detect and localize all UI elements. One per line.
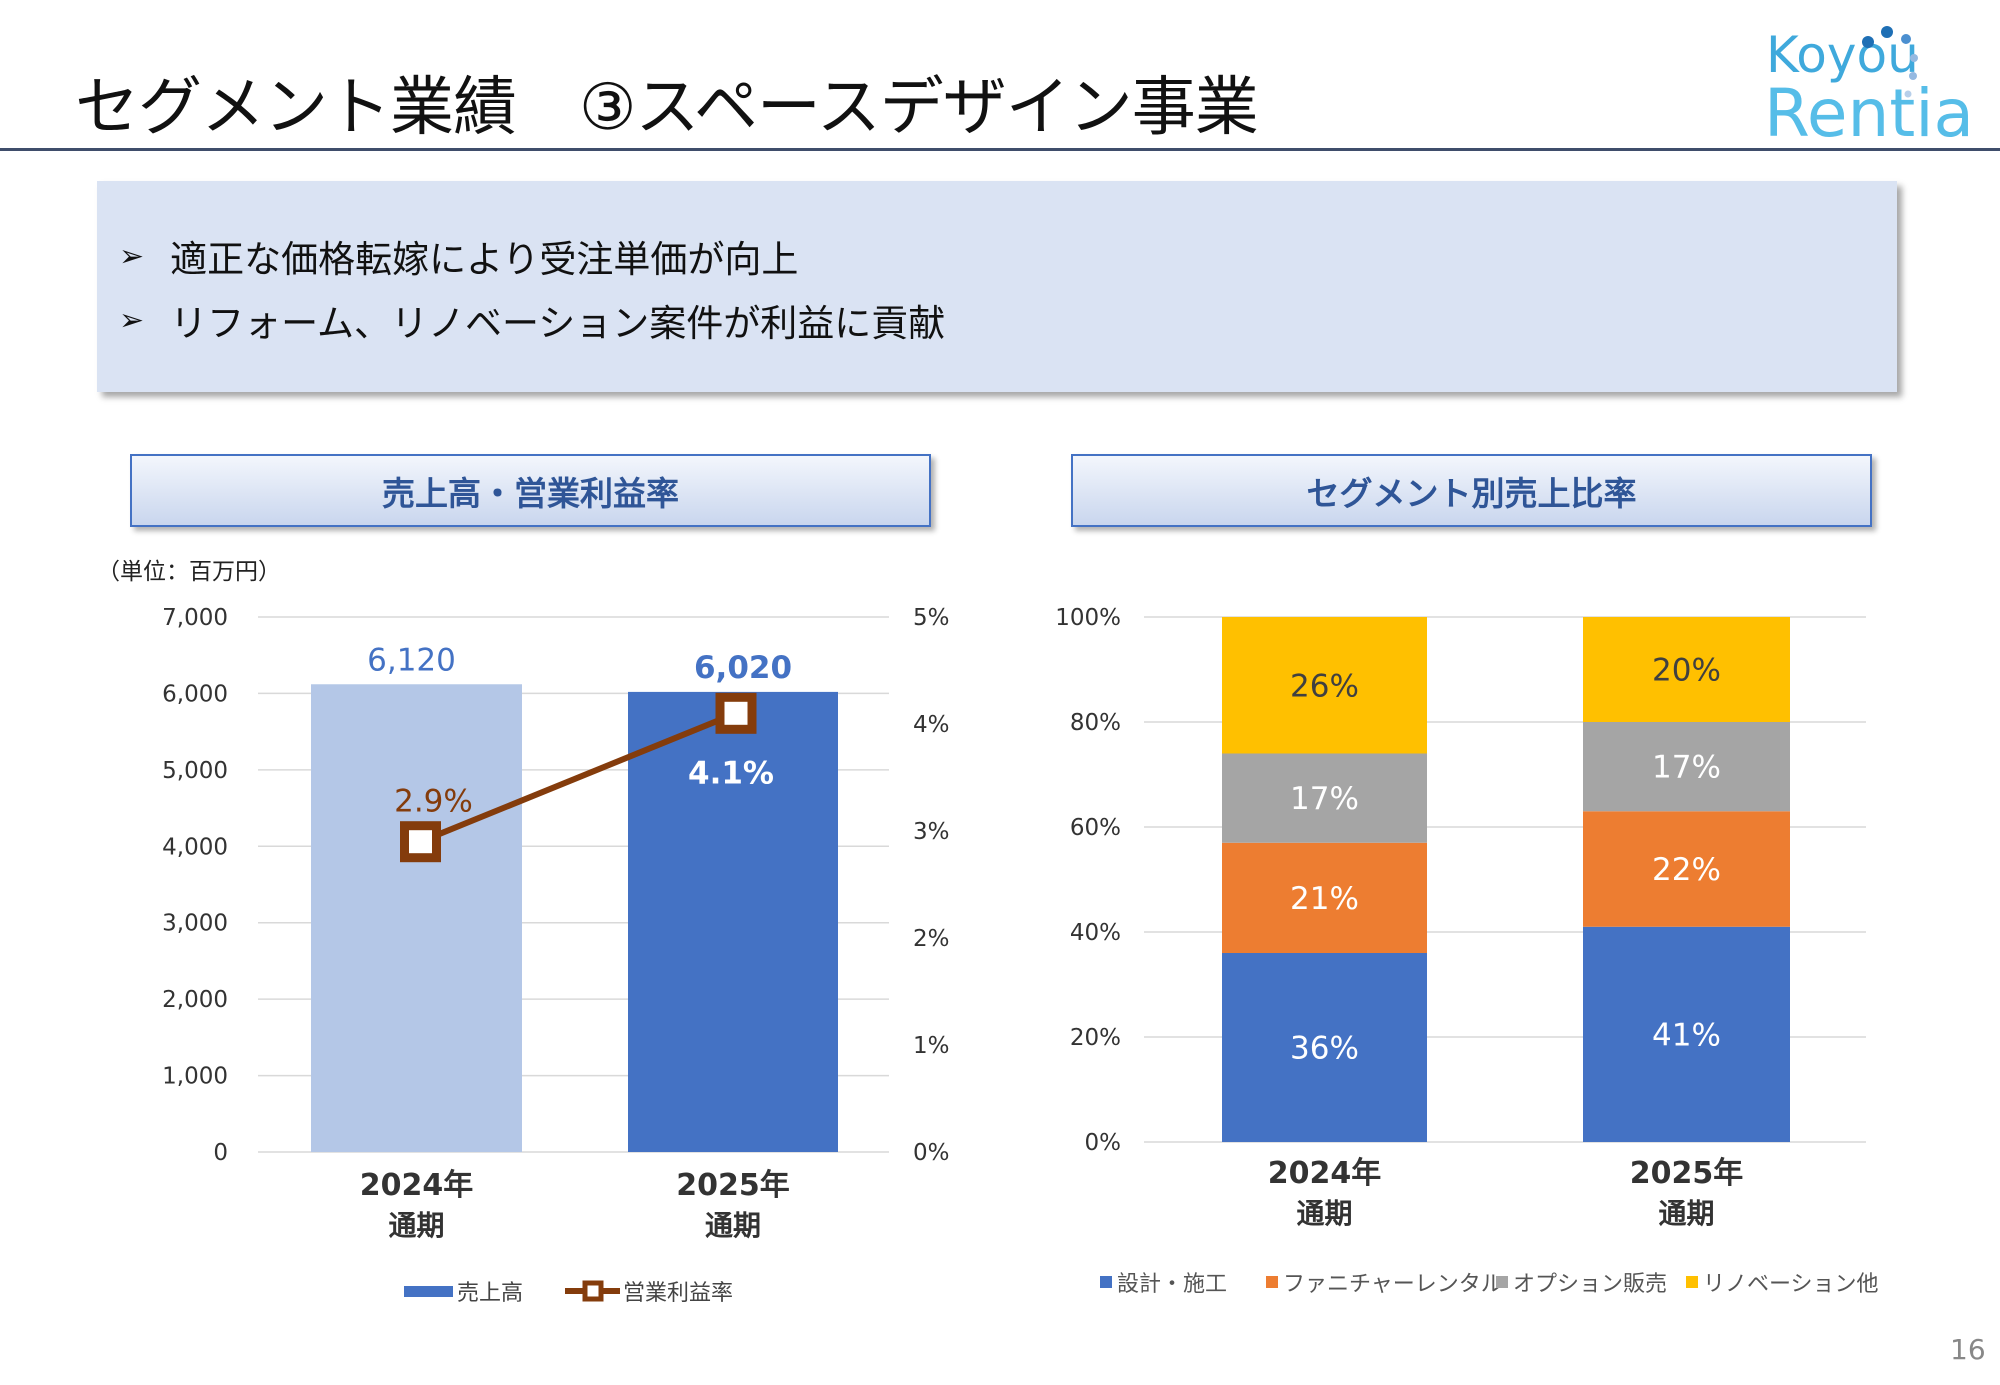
legend-swatch [1266, 1276, 1278, 1288]
segment-data-label: 22% [1652, 852, 1721, 888]
chart2-title: セグメント別売上比率 [1071, 454, 1872, 527]
margin-line [419, 710, 738, 845]
legend-label: ファニチャーレンタル [1283, 1272, 1503, 1297]
legend-swatch-revenue [404, 1286, 453, 1297]
page-title: セグメント業績 ③スペースデザイン事業 [75, 71, 1259, 145]
revenue-bar [311, 684, 522, 1152]
category-label: 2024年 [1268, 1156, 1382, 1191]
y-left-tick-label: 2,000 [162, 987, 228, 1013]
revenue-data-label: 6,120 [367, 642, 456, 678]
segment-data-label: 26% [1290, 668, 1359, 704]
category-label: 2025年 [676, 1168, 790, 1203]
revenue-bar [628, 691, 838, 1152]
revenue-data-label: 6,020 [694, 650, 792, 686]
segment-bar [1222, 753, 1427, 843]
category-label: 2024年 [360, 1168, 474, 1203]
summary-box: ➢ 適正な価格転嫁により受注単価が向上 ➢ リフォーム、リノベーション案件が利益… [97, 181, 1897, 392]
category-label: 通期 [1658, 1197, 1714, 1230]
segment-data-label: 21% [1290, 881, 1359, 917]
bullet-item: ➢ 適正な価格転嫁により受注単価が向上 [119, 229, 798, 283]
arrowhead-bullet-icon: ➢ [119, 302, 145, 338]
y-tick-label: 100% [1055, 605, 1121, 631]
segment-data-label: 17% [1652, 750, 1721, 786]
legend-marker-margin [582, 1280, 604, 1302]
segment-data-label: 17% [1290, 781, 1359, 817]
segment-bar [1583, 722, 1790, 812]
legend-label: オプション販売 [1513, 1272, 1667, 1297]
segment-bar [1222, 953, 1427, 1142]
segment-bar [1222, 617, 1427, 754]
y-right-tick-label: 3% [913, 819, 950, 845]
segment-bar [1583, 926, 1790, 1142]
y-left-tick-label: 4,000 [162, 834, 228, 860]
title-divider [0, 148, 2000, 151]
bullet-text: リフォーム、リノベーション案件が利益に貢献 [170, 302, 946, 345]
category-label: 通期 [705, 1209, 761, 1242]
y-left-tick-label: 7,000 [162, 605, 228, 631]
margin-marker [715, 692, 757, 734]
y-right-tick-label: 4% [913, 712, 950, 738]
y-tick-label: 0% [1085, 1130, 1122, 1156]
y-left-tick-label: 1,000 [162, 1064, 228, 1090]
segment-bar [1222, 842, 1427, 953]
logo-line2: Rentia [1764, 75, 1974, 142]
legend-swatch [1100, 1276, 1112, 1288]
segment-data-label: 36% [1290, 1031, 1359, 1067]
y-tick-label: 20% [1070, 1025, 1121, 1051]
y-tick-label: 80% [1070, 710, 1121, 736]
y-tick-label: 40% [1070, 920, 1121, 946]
category-label: 通期 [1296, 1197, 1352, 1230]
y-left-tick-label: 0 [213, 1140, 228, 1166]
segment-bar [1583, 811, 1790, 927]
margin-marker [400, 821, 441, 863]
margin-data-label: 2.9% [394, 784, 473, 820]
logo-line1: Koyou [1766, 26, 1919, 84]
y-right-tick-label: 1% [913, 1033, 950, 1059]
chart1-title: 売上高・営業利益率 [130, 454, 931, 527]
legend-label: 売上高 [457, 1281, 523, 1306]
y-right-tick-label: 5% [913, 605, 950, 631]
category-label: 通期 [388, 1209, 444, 1242]
segment-data-label: 20% [1652, 653, 1721, 689]
y-left-tick-label: 6,000 [162, 681, 228, 707]
y-right-tick-label: 0% [913, 1140, 950, 1166]
company-logo: Koyou Rentia [1764, 26, 1974, 142]
bullet-item: ➢ リフォーム、リノベーション案件が利益に貢献 [119, 293, 945, 347]
segment-bar [1583, 617, 1790, 722]
y-right-tick-label: 2% [913, 926, 950, 952]
arrowhead-bullet-icon: ➢ [119, 238, 145, 274]
legend-swatch [1686, 1276, 1698, 1288]
y-left-tick-label: 5,000 [162, 758, 228, 784]
legend-swatch [1496, 1276, 1508, 1288]
y-tick-label: 60% [1070, 815, 1121, 841]
page-number: 16 [1950, 1333, 1986, 1366]
legend-label: リノベーション他 [1703, 1272, 1879, 1297]
margin-data-label: 4.1% [688, 755, 774, 791]
legend-label: 設計・施工 [1117, 1272, 1227, 1297]
bullet-text: 適正な価格転嫁により受注単価が向上 [170, 238, 799, 281]
segment-data-label: 41% [1652, 1017, 1721, 1053]
y-left-tick-label: 3,000 [162, 911, 228, 937]
unit-label: （単位：百万円） [97, 559, 281, 585]
legend-label: 営業利益率 [623, 1281, 733, 1306]
category-label: 2025年 [1630, 1156, 1744, 1191]
